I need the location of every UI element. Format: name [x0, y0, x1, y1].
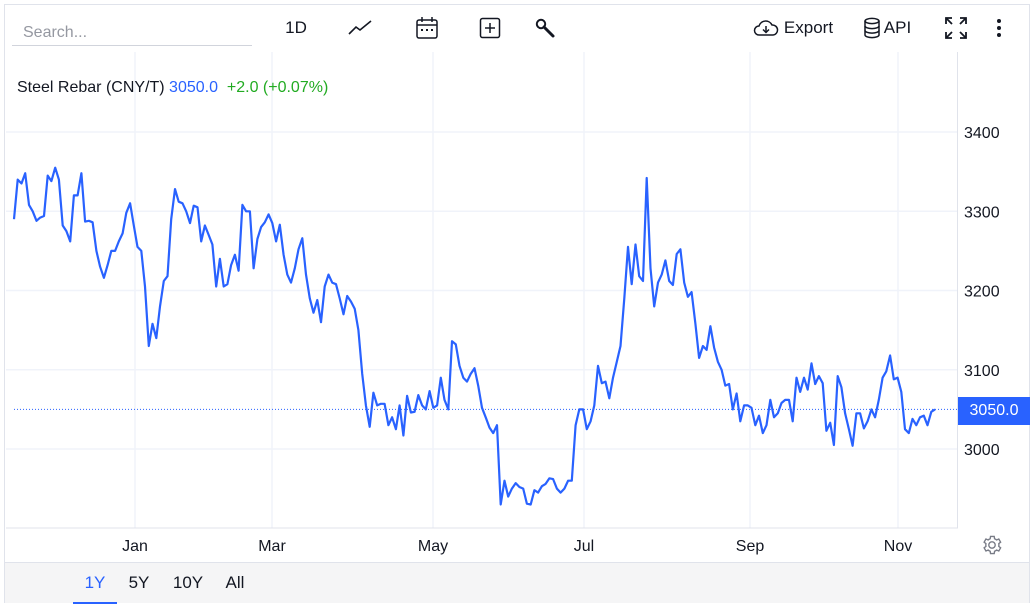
- line-chart-icon: [347, 19, 373, 37]
- x-tick-label: May: [418, 538, 448, 555]
- compare-button[interactable]: [475, 14, 505, 42]
- y-tick-label: 3300: [964, 204, 1000, 221]
- series-line: [12, 166, 936, 506]
- last-price-tag: 3050.0: [958, 397, 1030, 425]
- range-label: 10Y: [172, 573, 204, 592]
- x-tick-label: Jul: [574, 538, 594, 555]
- y-tick-label: 3400: [964, 125, 1000, 142]
- y-tick-label: 3000: [964, 442, 1000, 459]
- api-button[interactable]: API: [858, 14, 916, 42]
- range-button-5y[interactable]: 5Y: [119, 563, 159, 603]
- database-icon: [863, 17, 881, 39]
- export-button[interactable]: Export: [748, 14, 838, 42]
- x-tick-label: Nov: [884, 538, 912, 555]
- add-box-icon: [479, 17, 501, 39]
- fullscreen-icon: [944, 16, 968, 40]
- x-tick-label: Jan: [122, 538, 148, 555]
- legend-name: Steel Rebar (CNY/T): [17, 79, 165, 96]
- api-label: API: [883, 18, 912, 37]
- more-vertical-icon: [996, 18, 1002, 38]
- chart-legend: Steel Rebar (CNY/T) 3050.0 +2.0 (+0.07%): [17, 79, 328, 97]
- last-price-label: 3050.0: [969, 402, 1019, 419]
- chart-widget-frame: [4, 4, 1030, 603]
- range-button-1y[interactable]: 1Y: [73, 563, 117, 604]
- x-tick-label: Mar: [258, 538, 286, 555]
- legend-change: +2.0 (+0.07%): [226, 79, 329, 96]
- calendar-icon: [415, 16, 439, 40]
- export-label: Export: [783, 18, 834, 37]
- more-options-button[interactable]: [988, 14, 1010, 42]
- x-tick-label: Sep: [736, 538, 765, 555]
- interval-label: 1D: [285, 18, 307, 37]
- date-range-button[interactable]: [411, 14, 443, 42]
- chart-settings-button[interactable]: [981, 534, 1003, 556]
- interval-button[interactable]: 1D: [278, 14, 314, 42]
- search-input[interactable]: [12, 16, 252, 46]
- range-label: All: [225, 573, 245, 592]
- gear-icon: [981, 535, 1003, 560]
- indicators-button[interactable]: [530, 14, 560, 42]
- cloud-download-icon: [753, 18, 779, 38]
- legend-value: 3050.0: [169, 79, 218, 96]
- fullscreen-button[interactable]: [942, 14, 970, 42]
- y-tick-label: 3100: [964, 363, 1000, 380]
- range-button-all[interactable]: All: [217, 563, 253, 603]
- wrench-icon: [534, 17, 556, 39]
- chart-type-button[interactable]: [344, 14, 376, 42]
- range-button-10y[interactable]: 10Y: [165, 563, 211, 603]
- range-selector: 1Y 5Y 10Y All: [5, 562, 1029, 604]
- range-label: 5Y: [128, 573, 150, 592]
- y-tick-label: 3200: [964, 284, 1000, 301]
- range-label: 1Y: [84, 572, 106, 592]
